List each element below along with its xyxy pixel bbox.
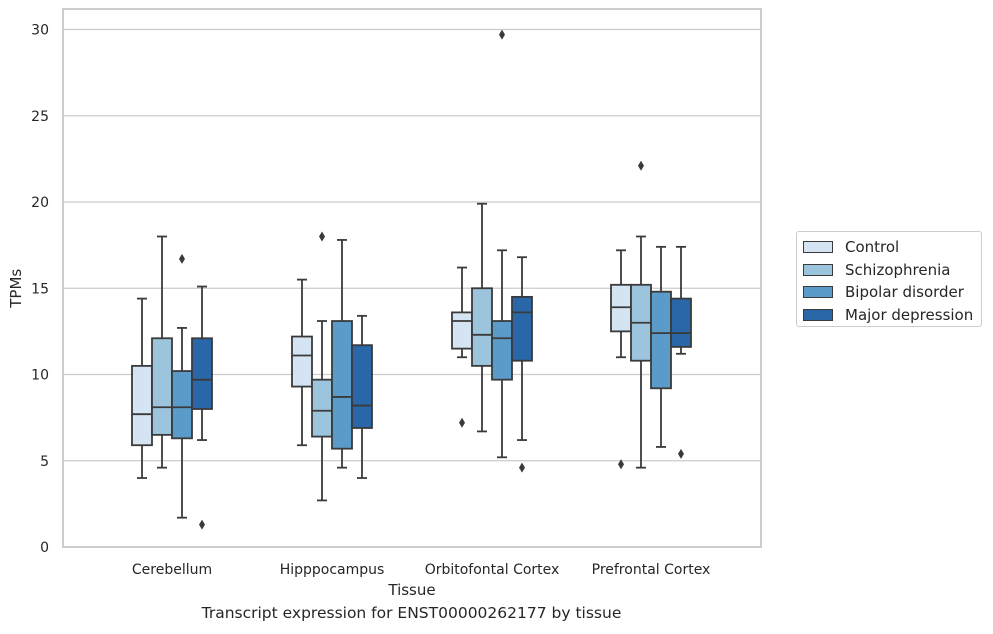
y-tick-label-5: 5 — [40, 454, 49, 470]
x-axis-title: Tissue — [387, 581, 435, 599]
box-cerebellum-bipolar-disorder — [171, 253, 193, 519]
box-cerebellum-major-depression — [191, 285, 213, 530]
box-iqr — [650, 290, 672, 390]
y-tick-label-30: 30 — [31, 23, 49, 39]
outlier-point — [459, 417, 465, 428]
outlier-point — [199, 519, 205, 530]
series-major-depression — [191, 245, 692, 530]
box-hipppocampus-major-depression — [351, 314, 373, 479]
box-hipppocampus-bipolar-disorder — [331, 239, 353, 469]
y-tick-label-10: 10 — [31, 368, 49, 384]
y-tick-label-25: 25 — [31, 109, 49, 125]
tick-labels: 0 5 10 15 20 25 30 Cerebellum Hipppocampus Orbito… — [31, 23, 710, 579]
box-prefrontal-cortex-control — [610, 249, 632, 470]
legend-item-bipolar-disorder: Bipolar disorder — [803, 281, 981, 304]
legend-item-major-depression: Major depression — [803, 304, 981, 327]
legend-label-control: Control — [845, 238, 900, 257]
legend-item-schizophrenia: Schizophrenia — [803, 259, 981, 282]
legend-swatch-control — [803, 241, 833, 254]
legend-label-major-depression: Major depression — [845, 305, 974, 324]
box-orbitofontal-cortex-bipolar-disorder — [491, 29, 513, 459]
legend: Control Schizophrenia Bipolar disorder M… — [796, 231, 982, 327]
box-prefrontal-cortex-schizophrenia — [630, 160, 652, 469]
box-prefrontal-cortex-bipolar-disorder — [650, 245, 672, 448]
box-prefrontal-cortex-major-depression — [670, 245, 692, 459]
outlier-point — [678, 448, 684, 459]
box-groups — [131, 29, 692, 530]
outlier-point — [179, 253, 185, 264]
box-iqr — [670, 297, 692, 348]
legend-item-control: Control — [803, 236, 981, 259]
outlier-point — [618, 459, 624, 470]
series-bipolar-disorder — [171, 29, 672, 519]
y-tick-label-20: 20 — [31, 195, 49, 211]
box-iqr — [191, 337, 213, 410]
box-iqr — [131, 364, 153, 447]
x-tick-label-cerebellum: Cerebellum — [132, 562, 212, 578]
x-tick-label-prefrontal-cortex: Prefrontal Cortex — [592, 562, 711, 578]
box-iqr — [171, 370, 193, 440]
box-iqr — [351, 344, 373, 429]
legend-label-bipolar-disorder: Bipolar disorder — [845, 283, 964, 302]
box-orbitofontal-cortex-control — [451, 266, 473, 428]
box-iqr — [291, 335, 313, 388]
box-iqr — [151, 337, 173, 436]
x-tick-label-orbitofontal-cortex: Orbitofontal Cortex — [425, 562, 560, 578]
y-axis-title: TPMs — [7, 269, 25, 309]
box-iqr — [451, 311, 473, 350]
x-tick-label-hipppocampus: Hipppocampus — [280, 562, 385, 578]
outlier-point — [499, 29, 505, 40]
box-iqr — [311, 378, 333, 438]
box-cerebellum-schizophrenia — [151, 235, 173, 469]
plot-frame — [62, 8, 762, 548]
legend-label-schizophrenia: Schizophrenia — [845, 260, 951, 279]
box-iqr — [511, 295, 533, 362]
box-iqr — [491, 320, 513, 381]
box-hipppocampus-control — [291, 278, 313, 447]
outlier-point — [519, 462, 525, 473]
outlier-point — [638, 160, 644, 171]
y-tick-label-15: 15 — [31, 281, 49, 297]
legend-swatch-bipolar-disorder — [803, 286, 833, 299]
box-orbitofontal-cortex-schizophrenia — [471, 202, 493, 433]
box-orbitofontal-cortex-major-depression — [511, 256, 533, 473]
box-hipppocampus-schizophrenia — [311, 231, 333, 502]
outlier-point — [319, 231, 325, 242]
legend-swatch-schizophrenia — [803, 263, 833, 276]
box-cerebellum-control — [131, 297, 153, 479]
legend-swatch-major-depression — [803, 308, 833, 321]
y-tick-label-0: 0 — [40, 540, 49, 556]
box-iqr — [471, 287, 493, 367]
series-schizophrenia — [151, 160, 652, 502]
chart-caption: Transcript expression for ENST0000026217… — [201, 604, 622, 622]
box-iqr — [331, 320, 353, 450]
